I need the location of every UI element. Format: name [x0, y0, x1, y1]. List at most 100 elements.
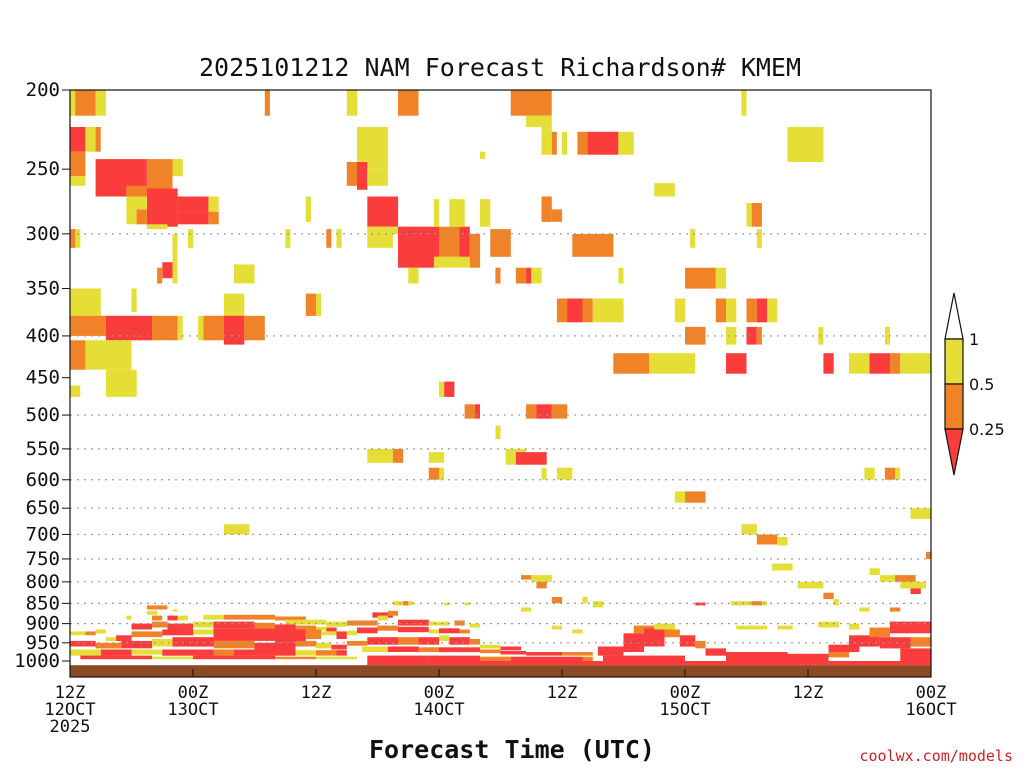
ri-cell [346, 630, 358, 636]
ri-cell [105, 315, 152, 341]
credit-link[interactable]: coolwx.com/models [859, 747, 1013, 765]
ri-cell [208, 211, 219, 225]
chart-title: 2025101212 NAM Forecast Richardson# KMEM [199, 53, 801, 82]
ri-cell [321, 631, 337, 636]
ri-cell [70, 385, 81, 397]
ri-cell [70, 151, 86, 177]
ri-cell [464, 602, 470, 606]
ri-cell [85, 631, 96, 636]
ri-cell [731, 601, 752, 606]
ri-cell [582, 597, 588, 604]
ri-cell [715, 267, 727, 289]
ri-cell [305, 629, 322, 640]
ri-cell [910, 588, 921, 594]
ri-cell [469, 623, 481, 628]
ri-cell [162, 649, 214, 656]
ri-cell [316, 642, 332, 649]
ri-cell [582, 298, 593, 323]
y-tick-label: 900 [26, 613, 60, 635]
ri-cell [162, 262, 173, 279]
ri-cell [244, 315, 265, 341]
x-tick-label: 00Z [670, 683, 701, 703]
ri-cell [925, 551, 931, 559]
ri-cell [495, 425, 501, 440]
ri-cell [95, 90, 106, 116]
ri-cell [756, 298, 768, 323]
ri-cell [326, 229, 332, 248]
ri-cell [592, 298, 624, 323]
ri-cell [679, 635, 696, 647]
ri-cell [275, 656, 316, 660]
ri-cell [900, 648, 932, 661]
ri-cell [726, 326, 737, 345]
y-tick-label: 200 [26, 79, 60, 101]
y-tick-label: 750 [26, 548, 60, 570]
ri-cell [828, 652, 849, 658]
x-tick-label: 12OCT [44, 700, 95, 720]
ri-cell [70, 649, 101, 656]
ri-cell [536, 581, 547, 589]
ri-cell [551, 625, 563, 630]
ri-cell [234, 264, 255, 284]
ri-cell [162, 629, 194, 636]
ri-cell [449, 199, 465, 227]
ri-cell [80, 655, 153, 660]
ri-cell [131, 288, 137, 312]
ri-cell [469, 639, 481, 645]
ri-cell [469, 233, 481, 268]
ri-cell [172, 252, 178, 284]
ri-cell [864, 467, 875, 480]
ri-cell [879, 637, 911, 649]
ri-cell [95, 127, 101, 152]
ri-cell [895, 467, 901, 480]
ri-cell [592, 601, 604, 608]
ri-cell [223, 524, 250, 535]
ri-cell [187, 229, 193, 248]
ri-cell [336, 650, 347, 656]
pressure-axis: 200 250 300 350 400 450 500 550 600 650 700 7508008… [14, 79, 70, 672]
ri-cell [193, 629, 214, 635]
ri-cell [562, 131, 568, 155]
ri-cell [223, 293, 245, 323]
ri-cell [521, 607, 532, 612]
ri-cell [367, 169, 388, 186]
ri-cell [541, 115, 552, 132]
ri-cell [439, 628, 460, 634]
ri-cell [70, 340, 86, 370]
ri-cell [787, 127, 824, 162]
ri-cell [264, 90, 270, 116]
ri-cell [198, 315, 204, 341]
ri-cell [449, 637, 470, 645]
ri-cell [444, 381, 455, 397]
ri-cell [70, 127, 86, 152]
ri-cell [367, 655, 429, 661]
ri-cell [275, 629, 306, 643]
ri-cell [849, 635, 880, 647]
ri-cell [695, 602, 706, 606]
colorbar-label: 0.25 [969, 420, 1005, 439]
ri-cell [572, 233, 583, 257]
ri-cell [367, 226, 393, 248]
ri-cell [213, 640, 255, 649]
ri-cell [95, 629, 106, 634]
ri-cell [741, 524, 757, 535]
y-tick-label: 800 [26, 571, 60, 593]
ri-cell [70, 288, 101, 316]
ri-cell [613, 353, 650, 374]
y-tick-label: 850 [26, 592, 60, 614]
ri-cell [234, 649, 296, 656]
ri-cell [316, 656, 357, 660]
ri-cell [869, 627, 890, 638]
ri-cell [152, 615, 163, 621]
ri-cell [480, 199, 491, 227]
ri-cell [157, 267, 163, 284]
ri-cell [756, 326, 762, 345]
ri-cell [439, 226, 460, 257]
ri-cell [387, 610, 399, 616]
ri-cell [285, 229, 291, 248]
ri-cell [316, 626, 327, 631]
ri-cell [879, 575, 896, 582]
ri-cell [767, 298, 778, 323]
ri-cell [377, 615, 388, 621]
ri-cell [172, 159, 183, 177]
